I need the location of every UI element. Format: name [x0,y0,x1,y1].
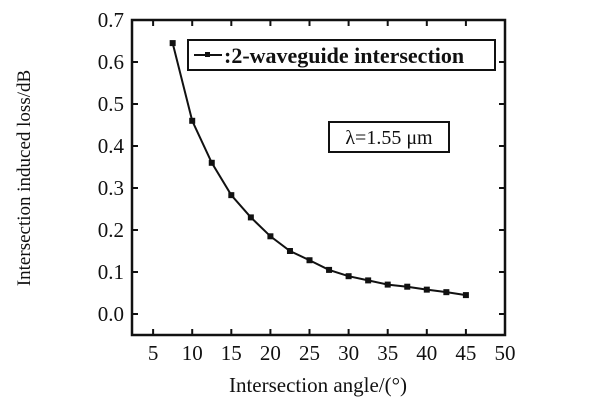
y-tick-label: 0.1 [98,260,124,284]
data-point [189,117,196,124]
data-point [345,273,352,280]
data-point [404,283,411,290]
y-tick-label: 0.2 [98,218,124,242]
x-tick-label: 10 [182,341,203,365]
legend-marker-icon [205,52,210,57]
x-axis-label: Intersection angle/(°) [229,373,407,397]
x-tick-label: 25 [299,341,320,365]
data-point [384,281,391,288]
y-tick-label: 0.5 [98,92,124,116]
legend: :2-waveguide intersection [187,39,496,71]
y-tick-label: 0.6 [98,50,124,74]
x-tick-label: 45 [455,341,476,365]
x-tick-label: 15 [221,341,242,365]
y-tick-label: 0.7 [98,8,124,32]
data-point [462,292,469,299]
x-tick-label: 40 [416,341,437,365]
plot-frame [130,18,507,337]
x-tick-label: 50 [495,341,516,365]
x-tick-label: 30 [338,341,359,365]
y-tick-label: 0.3 [98,176,124,200]
x-tick-label: 20 [260,341,281,365]
data-point [228,192,235,199]
y-tick-label: 0.0 [98,302,124,326]
x-tick-label: 35 [377,341,398,365]
data-point [267,233,274,240]
data-point [306,257,313,264]
data-point [247,214,254,221]
data-point [443,289,450,296]
y-axis-label: Intersection induced loss/dB [14,70,35,286]
data-point [208,159,215,166]
y-tick-label: 0.4 [98,134,125,158]
data-point [286,248,293,254]
series-line [171,42,467,297]
data-point [365,277,372,284]
annotation-box: λ=1.55 μm [328,121,450,153]
x-tick-label: 5 [148,341,159,365]
data-point [169,40,176,47]
legend-label: :2-waveguide intersection [224,43,464,68]
data-point [423,286,430,293]
data-point [326,266,333,273]
annotation-wavelength: λ=1.55 μm [345,127,433,149]
